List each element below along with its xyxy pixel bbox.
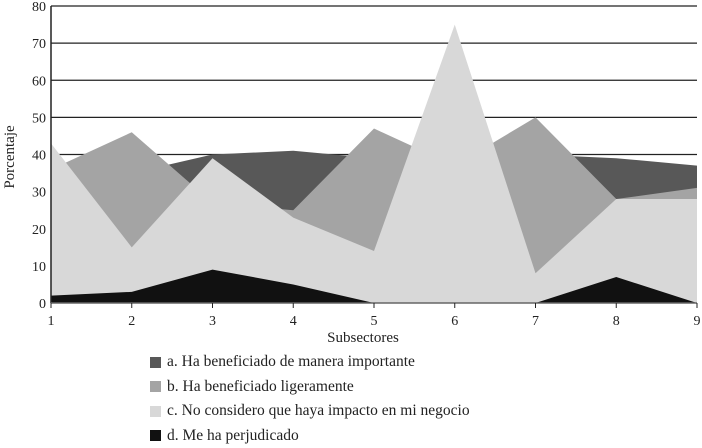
y-axis-title: Porcentaje	[2, 125, 18, 189]
legend-label: a. Ha beneficiado de manera importante	[167, 350, 415, 375]
legend-label: c. No considero que haya impacto en mi n…	[167, 399, 470, 424]
legend-item: c. No considero que haya impacto en mi n…	[150, 399, 470, 424]
series-areas	[51, 25, 697, 303]
x-tick-label: 9	[694, 314, 701, 329]
legend-label: b. Ha beneficiado ligeramente	[167, 375, 354, 400]
y-tick-label: 70	[32, 37, 46, 52]
legend-swatch-icon	[150, 357, 161, 368]
legend-item: b. Ha beneficiado ligeramente	[150, 375, 470, 400]
x-tick-label: 4	[290, 314, 297, 329]
legend-item: d. Me ha perjudicado	[150, 424, 470, 448]
x-tick-label: 3	[209, 314, 216, 329]
legend-label: d. Me ha perjudicado	[167, 424, 299, 448]
y-tick-label: 10	[32, 260, 46, 275]
x-tick-label: 1	[48, 314, 55, 329]
y-tick-label: 30	[32, 186, 46, 201]
y-tick-label: 20	[32, 223, 46, 238]
x-tick-label: 6	[451, 314, 458, 329]
x-tick-label: 7	[532, 314, 539, 329]
x-tick-label: 2	[128, 314, 135, 329]
y-tick-label: 50	[32, 111, 46, 126]
x-tick-label: 8	[613, 314, 620, 329]
legend-item: a. Ha beneficiado de manera importante	[150, 350, 470, 375]
x-tick-label: 5	[371, 314, 378, 329]
y-tick-label: 60	[32, 74, 46, 89]
y-tick-label: 0	[39, 297, 46, 312]
x-axis-title: Subsectores	[327, 330, 399, 346]
legend-swatch-icon	[150, 381, 161, 392]
y-tick-label: 40	[32, 149, 46, 164]
y-tick-label: 80	[32, 0, 46, 15]
legend-swatch-icon	[150, 406, 161, 417]
